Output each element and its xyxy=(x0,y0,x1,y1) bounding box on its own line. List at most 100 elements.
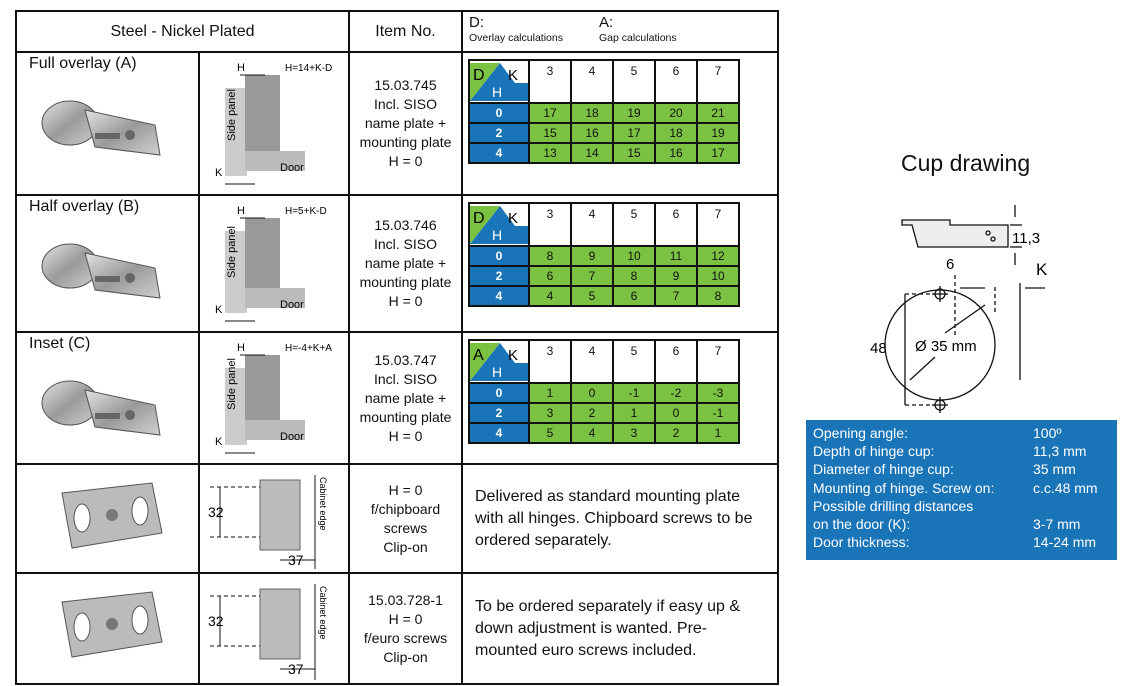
calc-k-value: 5 xyxy=(612,202,656,247)
label-side-panel: Side panel xyxy=(226,89,238,141)
calc-cell: 1 xyxy=(612,402,656,424)
table-row: Full overlay (A) H H=14+K-D Side panel D… xyxy=(15,51,779,196)
table-row: Inset (C) H H=-4+K+A Side panel Door K 1… xyxy=(15,331,779,465)
item-line: name plate + xyxy=(364,255,447,271)
spec-label: Depth of hinge cup: xyxy=(813,443,935,460)
calc-cell: -3 xyxy=(696,382,740,404)
photo-cell xyxy=(15,572,200,685)
dim-horizontal: 37 xyxy=(288,552,304,568)
table-row: Half overlay (B) H H=5+K-D Side panel Do… xyxy=(15,194,779,333)
calc-cell: 19 xyxy=(696,122,740,144)
cup-six: 6 xyxy=(946,256,954,273)
svg-text:A: A xyxy=(473,347,484,364)
spec-row: Possible drilling distances xyxy=(813,497,1117,515)
calc-cell: 3 xyxy=(612,422,656,444)
calc-cell: 4 xyxy=(528,285,572,307)
svg-text:H: H xyxy=(492,84,502,100)
spec-row: Door thickness: 14-24 mm xyxy=(813,533,1117,551)
calc-k-value: 7 xyxy=(696,339,740,384)
plate-drawing: 32 37 Cabinet edge xyxy=(208,584,328,680)
calc-cell: 17 xyxy=(528,102,572,124)
svg-text:K: K xyxy=(508,210,518,227)
hinge-photo xyxy=(41,243,161,299)
cup-diameter: Ø 35 mm xyxy=(915,338,977,355)
calc-k-value: 3 xyxy=(528,59,572,104)
spec-label: Door thickness: xyxy=(813,534,910,551)
spec-label: on the door (K): xyxy=(813,516,911,533)
formula: H=5+K-D xyxy=(285,206,327,217)
label-side-panel: Side panel xyxy=(226,358,238,410)
item-line: H = 0 xyxy=(388,293,423,309)
item-line: Incl. SISO xyxy=(373,96,438,112)
spec-value: 3-7 mm xyxy=(1033,516,1081,533)
label-h: H xyxy=(237,342,245,354)
row-note: Delivered as standard mounting plate wit… xyxy=(475,487,753,549)
hinge-photo xyxy=(41,380,161,436)
header-item-no: Item No. xyxy=(348,10,463,53)
calc-cell: 16 xyxy=(654,142,698,164)
calc-cell-container: To be ordered separately if easy up & do… xyxy=(461,572,779,685)
spec-label: Possible drilling distances xyxy=(813,497,974,514)
calc-k-value: 6 xyxy=(654,202,698,247)
item-no-cell: 15.03.746 Incl. SISO name plate + mounting … xyxy=(348,194,463,333)
dim-vertical: 32 xyxy=(208,613,224,629)
label-k: K xyxy=(215,167,223,179)
label-h: H xyxy=(237,62,245,74)
hinge-drawing: H H=14+K-D Side panel Door K xyxy=(215,62,332,185)
calc-cell-container: D K H 3 4 5 6 7 0 17 18 19 20 21 2 15 16 17 18 19 4 13 14 15 16 1… xyxy=(461,51,779,196)
item-line: f/euro screws xyxy=(363,629,448,646)
spec-row: on the door (K): 3-7 mm xyxy=(813,515,1117,533)
hinge-drawing: H H=5+K-D Side panel Door K xyxy=(215,205,327,322)
calc-cell: 1 xyxy=(696,422,740,444)
spec-row: Mounting of hinge. Screw on: c.c.48 mm xyxy=(813,479,1117,497)
spec-value: 14-24 mm xyxy=(1033,534,1097,551)
item-line: H = 0 xyxy=(388,427,423,444)
svg-text:H: H xyxy=(492,227,502,243)
item-line: name plate + xyxy=(364,389,447,406)
calc-k-value: 3 xyxy=(528,339,572,384)
calc-k-value: 7 xyxy=(696,202,740,247)
svg-text:H: H xyxy=(492,364,502,380)
drawing-cell: H H=14+K-D Side panel Door K xyxy=(198,51,350,196)
calc-cell: 5 xyxy=(570,285,614,307)
calc-table: D K H 3 4 5 6 7 0 17 18 19 20 21 2 15 16 17 18 19 4 13 14 15 16 1… xyxy=(468,59,740,164)
spec-value: 35 mm xyxy=(1033,461,1076,478)
item-line: H = 0 xyxy=(388,610,423,627)
item-line: H = 0 xyxy=(388,481,423,498)
mounting-plate-photo xyxy=(61,591,163,658)
calc-cell: 17 xyxy=(696,142,740,164)
spec-label: Diameter of hinge cup: xyxy=(813,461,954,478)
spec-row: Diameter of hinge cup: 35 mm xyxy=(813,460,1117,478)
photo-cell: Inset (C) xyxy=(15,331,200,465)
spec-row: Depth of hinge cup: 11,3 mm xyxy=(813,442,1117,460)
calc-k-value: 4 xyxy=(570,202,614,247)
spec-value: 11,3 mm xyxy=(1033,443,1087,460)
calc-h-value: 2 xyxy=(468,122,530,144)
hinge-drawing: H H=-4+K+A Side panel Door K xyxy=(215,342,332,454)
photo-cell: Half overlay (B) xyxy=(15,194,200,333)
dim-vertical: 32 xyxy=(208,504,224,520)
mounting-plate-photo xyxy=(61,482,163,549)
label-side-panel: Side panel xyxy=(226,226,238,278)
calc-h-value: 2 xyxy=(468,402,530,424)
cabinet-edge-label: Cabinet edge xyxy=(318,586,328,640)
cup-height: 48 xyxy=(870,340,887,357)
header-d: D: xyxy=(469,14,484,31)
item-line: Incl. SISO xyxy=(373,370,438,387)
row-note: To be ordered separately if easy up & do… xyxy=(475,597,741,659)
drawing-cell: 32 37 Cabinet edge xyxy=(198,463,350,574)
calc-cell: 6 xyxy=(612,285,656,307)
spec-value: 100º xyxy=(1033,425,1062,441)
formula: H=-4+K+A xyxy=(285,343,332,354)
calc-cell: 13 xyxy=(528,142,572,164)
calc-cell: -1 xyxy=(612,382,656,404)
cup-k: K xyxy=(1036,260,1048,279)
photo-cell xyxy=(15,463,200,574)
calc-cell: 7 xyxy=(570,265,614,287)
label-k: K xyxy=(215,304,223,316)
calc-k-value: 6 xyxy=(654,339,698,384)
dim-horizontal: 37 xyxy=(288,661,304,677)
calc-cell: 6 xyxy=(528,265,572,287)
calc-cell: 9 xyxy=(570,245,614,267)
